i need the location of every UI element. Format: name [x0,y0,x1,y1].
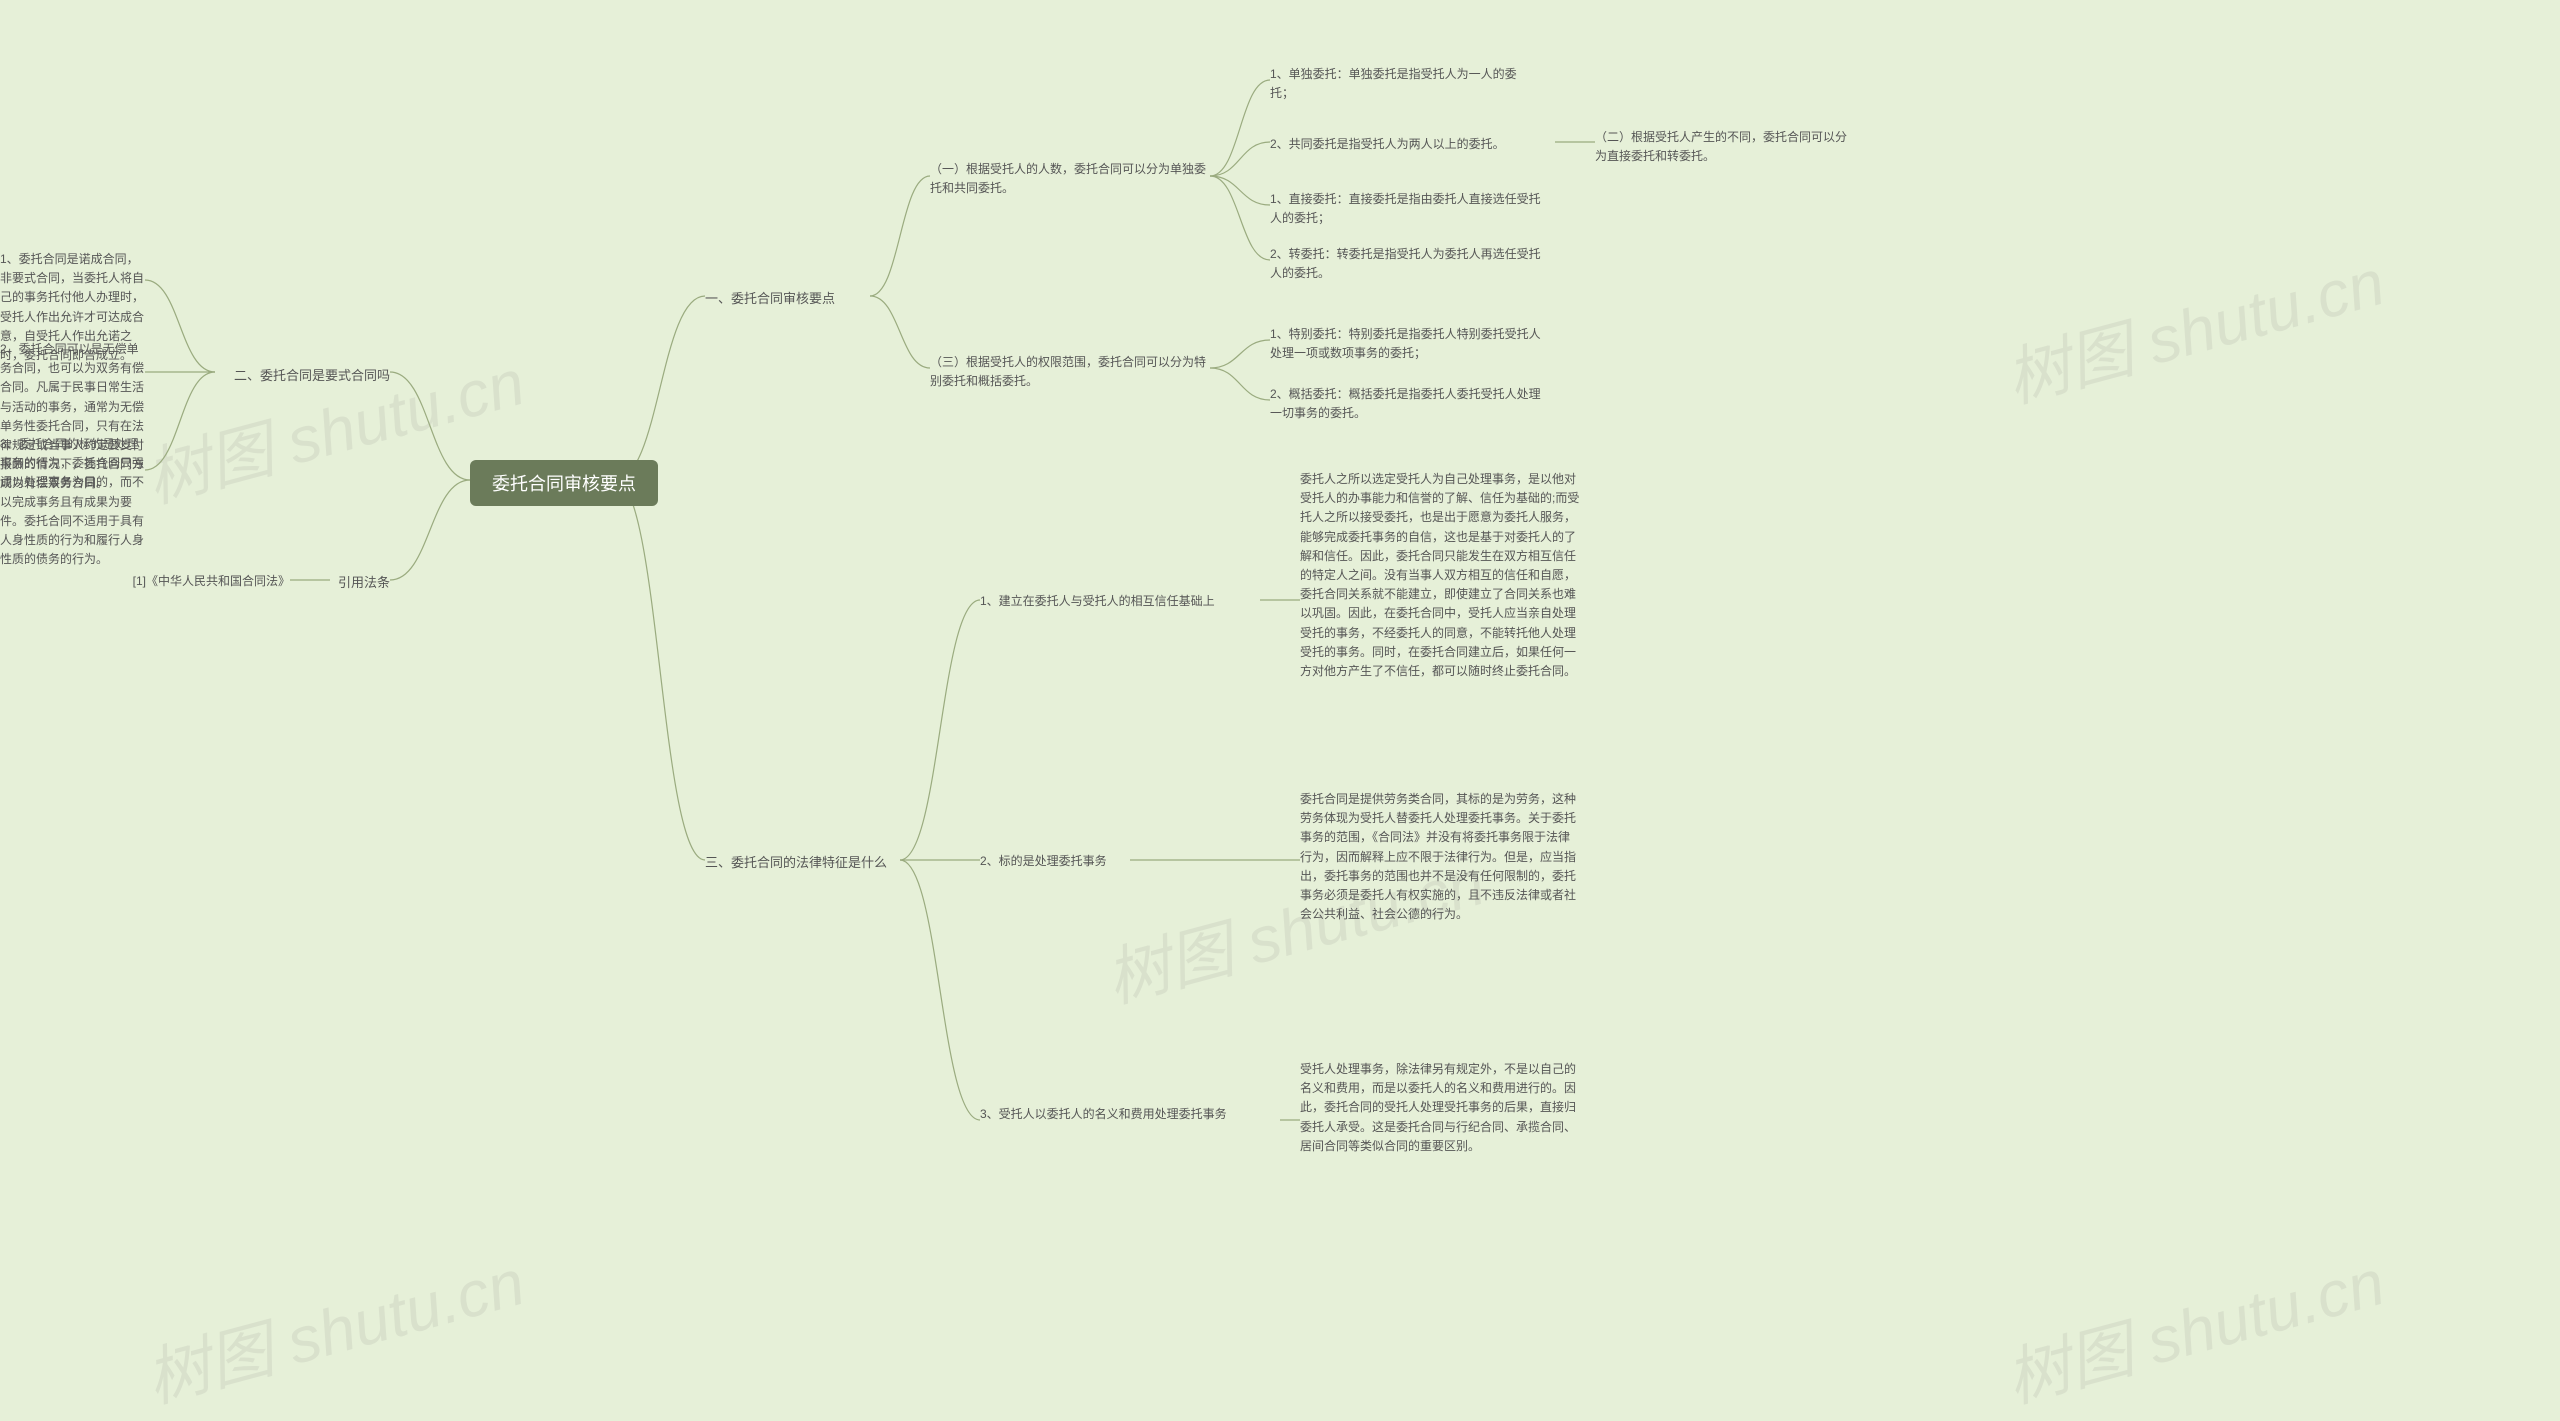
watermark: 树图 shutu.cn [1995,231,2393,420]
section-1-sub-c: （三）根据受托人的权限范围，委托合同可以分为特别委托和概括委托。 [930,353,1210,391]
section-1-c-item-2: 2、概括委托：概括委托是指委托人委托受托人处理一切事务的委托。 [1270,385,1550,423]
section-1-a-item-1: 1、单独委托：单独委托是指受托人为一人的委托； [1270,65,1535,103]
section-1-c-item-1: 1、特别委托：特别委托是指委托人特别委托受托人处理一项或数项事务的委托； [1270,325,1550,363]
section-3-title: 三、委托合同的法律特征是什么 [705,852,887,871]
section-1-a-item-3: 1、直接委托：直接委托是指由委托人直接选任受托人的委托； [1270,190,1550,228]
section-3-item-2-title: 2、标的是处理委托事务 [980,852,1107,871]
section-1-sub-a: （一）根据受托人的人数，委托合同可以分为单独委托和共同委托。 [930,160,1210,198]
section-3-item-3-desc: 受托人处理事务，除法律另有规定外，不是以自己的名义和费用，而是以委托人的名义和费… [1300,1060,1580,1156]
section-3-item-3-title: 3、受托人以委托人的名义和费用处理委托事务 [980,1105,1227,1124]
section-3-item-1-desc: 委托人之所以选定受托人为自己处理事务，是以他对受托人的办事能力和信誉的了解、信任… [1300,470,1580,681]
section-1-a-item-2: 2、共同委托是指受托人为两人以上的委托。 [1270,135,1505,154]
section-1-a-item-4: 2、转委托：转委托是指受托人为委托人再选任受托人的委托。 [1270,245,1550,283]
watermark: 树图 shutu.cn [135,1231,533,1420]
section-1-title: 一、委托合同审核要点 [705,288,835,307]
root-node: 委托合同审核要点 [470,460,658,506]
section-1-note-b: （二）根据受托人产生的不同，委托合同可以分为直接委托和转委托。 [1595,128,1855,166]
section-2-item-3: 3、委托合同的标的是处理事务的行为，委托合同只强调以处理事务为目的，而不以完成事… [0,435,145,569]
section-3-item-2-desc: 委托合同是提供劳务类合同，其标的是为劳务，这种劳务体现为受托人替委托人处理委托事… [1300,790,1580,924]
ref-title: 引用法条 [338,572,390,591]
section-3-item-1-title: 1、建立在委托人与受托人的相互信任基础上 [980,592,1215,611]
watermark: 树图 shutu.cn [1995,1231,2393,1420]
ref-item-1: [1]《中华人民共和国合同法》 [133,572,290,591]
section-2-title: 二、委托合同是要式合同吗 [234,365,390,384]
